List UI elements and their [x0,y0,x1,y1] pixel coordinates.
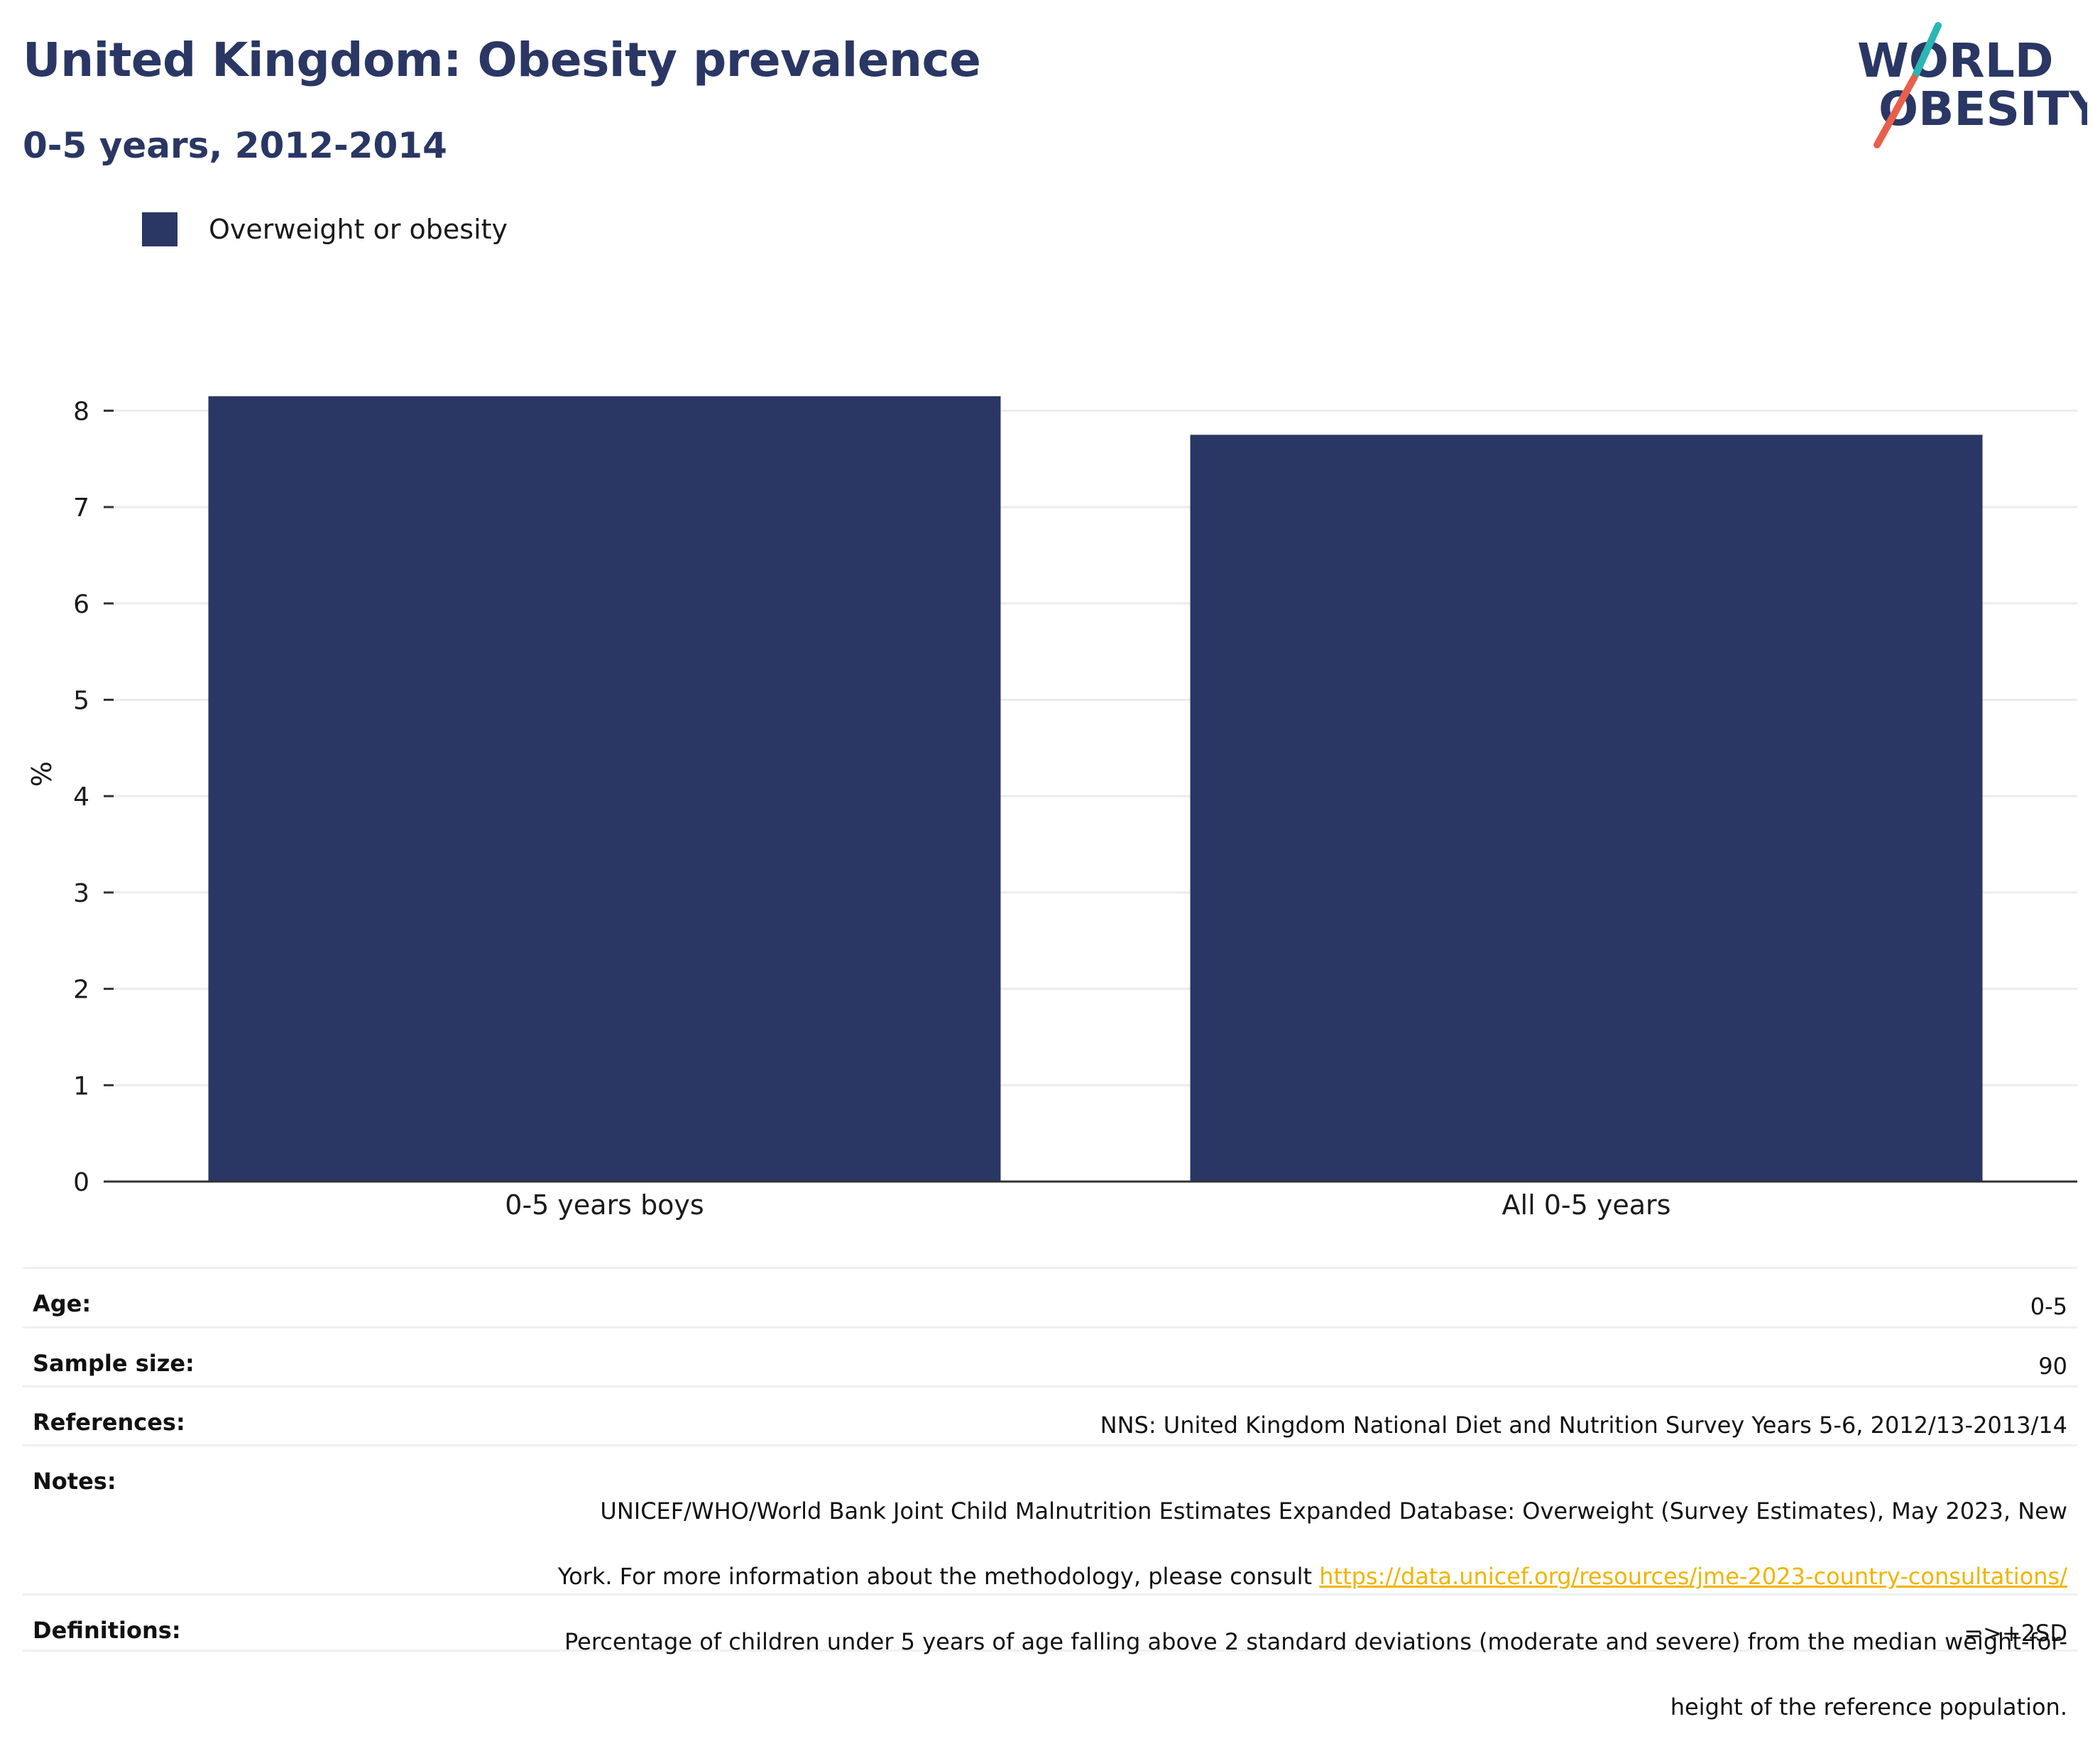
x-tick-label: 0-5 years boys [505,1189,704,1221]
y-tick-label: 2 [73,976,89,1005]
y-tick-label: 6 [73,590,89,619]
meta-sample-label: Sample size: [33,1350,195,1377]
meta-definitions-label: Definitions: [33,1617,181,1644]
bar-chart: 0 1 2 3 4 5 6 7 8 0-5 years boys All 0-5 years % [26,396,2077,1221]
meta-notes-label: Notes: [33,1468,116,1495]
meta-sample-value: 90 [2038,1353,2067,1380]
x-tick-label: All 0-5 years [1502,1189,1671,1221]
chart-subtitle: 0-5 years, 2012-2014 [23,125,447,166]
logo-line-2: OBESITY [1878,82,2087,136]
meta-row-definitions: Definitions: =>+2SD [23,1593,2077,1652]
notes-line-3: Percentage of children under 5 years of … [564,1628,2067,1655]
chart-title: United Kingdom: Obesity prevalence [23,33,981,87]
y-tick-label: 0 [73,1168,89,1197]
notes-line-2-text: York. For more information about the met… [557,1563,1320,1590]
bar-all [1190,435,1983,1182]
meta-definitions-value: =>+2SD [1964,1620,2067,1647]
bar-boys [208,396,1001,1182]
meta-row-sample-size: Sample size: 90 [23,1326,2077,1385]
meta-age-label: Age: [33,1290,92,1317]
y-tick-label: 8 [73,397,89,426]
logo-slash-top [1912,22,1942,79]
meta-row-age: Age: 0-5 [23,1267,2077,1326]
y-tick-label: 3 [73,879,89,908]
y-tick-label: 7 [73,493,89,523]
y-axis-label: % [26,761,58,787]
legend-label-overweight: Overweight or obesity [209,214,508,245]
metadata-table: Age: 0-5 Sample size: 90 References: NNS… [23,1267,2077,1720]
notes-line-1: UNICEF/WHO/World Bank Joint Child Malnut… [600,1498,2067,1525]
meta-row-notes: Notes: UNICEF/WHO/World Bank Joint Child… [23,1444,2077,1720]
meta-row-references: References: NNS: United Kingdom National… [23,1385,2077,1444]
notes-line-4: height of the reference population. [1670,1694,2067,1720]
logo-slash-bottom [1874,75,1918,148]
meta-references-value: NNS: United Kingdom National Diet and Nu… [1100,1412,2067,1439]
meta-notes-value: UNICEF/WHO/World Bank Joint Child Malnut… [558,1462,2067,1720]
notes-line-2: York. For more information about the met… [558,1560,2067,1593]
meta-age-value: 0-5 [2030,1293,2067,1320]
legend-swatch-overweight [142,212,177,246]
y-tick-label: 5 [73,687,89,716]
world-obesity-logo: WORLD OBESITY [1857,22,2087,148]
methodology-link[interactable]: https://data.unicef.org/resources/jme-20… [1319,1563,2067,1590]
meta-references-label: References: [33,1409,185,1436]
logo-line-1: WORLD [1857,33,2054,88]
y-tick-label: 1 [73,1071,89,1101]
chart-legend: Overweight or obesity [142,212,508,247]
y-tick-label: 4 [73,782,89,812]
